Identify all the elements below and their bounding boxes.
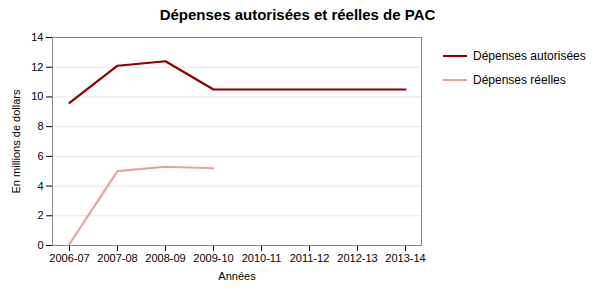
html-text:Dépenses autorisées: Dépenses autorisées xyxy=(473,49,586,63)
svg-text:Années: Années xyxy=(218,270,256,282)
svg-text:0: 0 xyxy=(37,239,43,251)
svg-text:En millions de dollars: En millions de dollars xyxy=(10,89,22,193)
svg-text:2010-11: 2010-11 xyxy=(242,252,282,264)
svg-text:8: 8 xyxy=(37,120,43,132)
svg-text:4: 4 xyxy=(37,180,43,192)
svg-text:6: 6 xyxy=(37,150,43,162)
svg-text:14: 14 xyxy=(31,31,43,43)
svg-text:2012-13: 2012-13 xyxy=(337,252,377,264)
svg-text:2006-07: 2006-07 xyxy=(49,252,89,264)
svg-text:2007-08: 2007-08 xyxy=(97,252,137,264)
svg-text:2009-10: 2009-10 xyxy=(193,252,233,264)
svg-text:2013-14: 2013-14 xyxy=(385,252,425,264)
svg-text:2: 2 xyxy=(37,209,43,221)
svg-text:12: 12 xyxy=(31,61,43,73)
svg-text:10: 10 xyxy=(31,90,43,102)
svg-text:2008-09: 2008-09 xyxy=(145,252,185,264)
svg-text:2011-12: 2011-12 xyxy=(290,252,330,264)
html-text:Dépenses autorisées et réelles: Dépenses autorisées et réelles de PAC xyxy=(159,6,436,23)
html-text:Dépenses réelles: Dépenses réelles xyxy=(473,73,566,87)
